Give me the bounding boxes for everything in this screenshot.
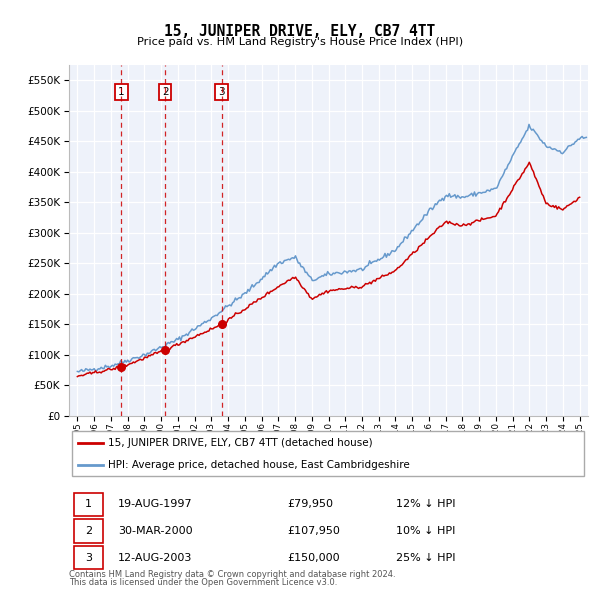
Text: 30-MAR-2000: 30-MAR-2000 bbox=[118, 526, 193, 536]
Text: HPI: Average price, detached house, East Cambridgeshire: HPI: Average price, detached house, East… bbox=[108, 460, 410, 470]
Text: Contains HM Land Registry data © Crown copyright and database right 2024.: Contains HM Land Registry data © Crown c… bbox=[69, 571, 395, 579]
Text: 1: 1 bbox=[85, 500, 92, 509]
Text: 3: 3 bbox=[218, 87, 225, 97]
Text: 15, JUNIPER DRIVE, ELY, CB7 4TT (detached house): 15, JUNIPER DRIVE, ELY, CB7 4TT (detache… bbox=[108, 438, 373, 448]
Text: £79,950: £79,950 bbox=[287, 500, 333, 509]
Text: 3: 3 bbox=[85, 553, 92, 562]
FancyBboxPatch shape bbox=[74, 493, 103, 516]
Text: 10% ↓ HPI: 10% ↓ HPI bbox=[396, 526, 455, 536]
Text: £150,000: £150,000 bbox=[287, 553, 340, 562]
Text: 2: 2 bbox=[85, 526, 92, 536]
Text: 25% ↓ HPI: 25% ↓ HPI bbox=[396, 553, 455, 562]
Text: 19-AUG-1997: 19-AUG-1997 bbox=[118, 500, 193, 509]
FancyBboxPatch shape bbox=[71, 431, 584, 476]
Text: 1: 1 bbox=[118, 87, 125, 97]
Text: 15, JUNIPER DRIVE, ELY, CB7 4TT: 15, JUNIPER DRIVE, ELY, CB7 4TT bbox=[164, 24, 436, 38]
Text: This data is licensed under the Open Government Licence v3.0.: This data is licensed under the Open Gov… bbox=[69, 578, 337, 587]
FancyBboxPatch shape bbox=[74, 546, 103, 569]
Text: Price paid vs. HM Land Registry's House Price Index (HPI): Price paid vs. HM Land Registry's House … bbox=[137, 37, 463, 47]
FancyBboxPatch shape bbox=[74, 520, 103, 543]
Text: 2: 2 bbox=[162, 87, 169, 97]
Text: 12% ↓ HPI: 12% ↓ HPI bbox=[396, 500, 455, 509]
Text: 12-AUG-2003: 12-AUG-2003 bbox=[118, 553, 193, 562]
Text: £107,950: £107,950 bbox=[287, 526, 340, 536]
